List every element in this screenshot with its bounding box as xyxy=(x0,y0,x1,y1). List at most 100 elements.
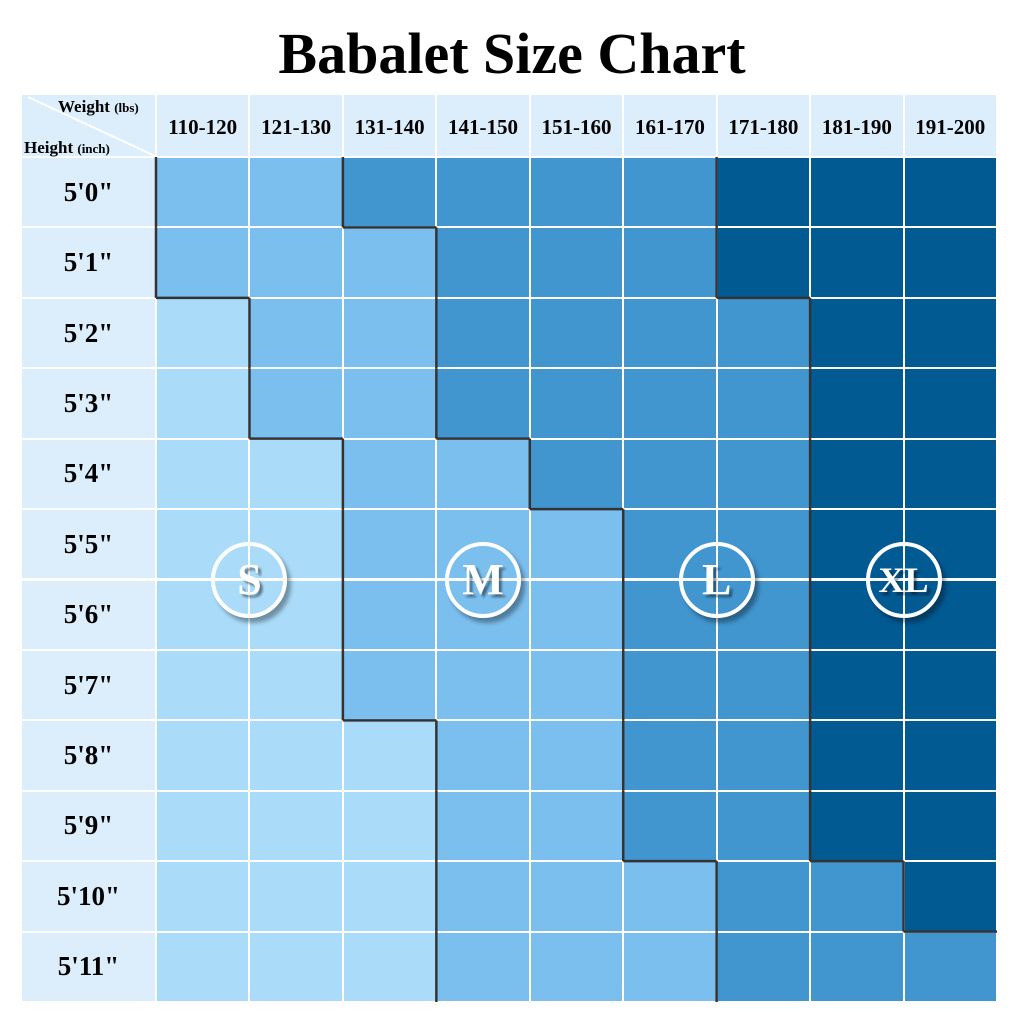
cell-m xyxy=(250,228,342,297)
cell-m xyxy=(530,580,623,649)
size-label-l: L xyxy=(678,541,755,618)
cell-m xyxy=(343,510,436,579)
weight-unit: (lbs) xyxy=(114,100,139,115)
cell-l xyxy=(343,158,436,227)
cell-s xyxy=(157,369,249,438)
row-header: 5'7" xyxy=(22,650,155,720)
cell-xl xyxy=(904,862,996,931)
cell-l xyxy=(624,158,716,227)
cell-m xyxy=(437,791,529,861)
cell-xl xyxy=(904,369,996,438)
column-header: 110-120 xyxy=(157,95,249,156)
cell-s xyxy=(157,650,249,720)
cell-m xyxy=(530,932,623,1001)
row-header: 5'1" xyxy=(22,228,155,297)
cell-l xyxy=(717,932,810,1001)
cell-l xyxy=(717,862,810,931)
row-header: 5'6" xyxy=(22,580,155,649)
cell-m xyxy=(250,298,342,368)
cell-s xyxy=(250,721,342,790)
cell-s xyxy=(250,862,342,931)
column-header: 181-190 xyxy=(811,95,903,156)
cell-xl xyxy=(811,721,903,790)
cell-s xyxy=(343,721,436,790)
cell-l xyxy=(530,369,623,438)
column-header: 171-180 xyxy=(717,95,810,156)
cell-s xyxy=(157,721,249,790)
cell-l xyxy=(624,721,716,790)
cell-s xyxy=(157,862,249,931)
cell-l xyxy=(904,932,996,1001)
cell-l xyxy=(530,298,623,368)
column-header: 191-200 xyxy=(904,95,996,156)
height-unit: (inch) xyxy=(77,141,110,156)
row-header: 5'3" xyxy=(22,369,155,438)
cell-l xyxy=(717,721,810,790)
cell-s xyxy=(250,439,342,509)
cell-xl xyxy=(811,298,903,368)
column-header: 151-160 xyxy=(530,95,623,156)
cell-l xyxy=(717,369,810,438)
cell-m xyxy=(530,510,623,579)
cell-xl xyxy=(904,650,996,720)
cell-l xyxy=(624,228,716,297)
cell-m xyxy=(530,862,623,931)
cell-s xyxy=(157,932,249,1001)
cell-l xyxy=(717,791,810,861)
cell-l xyxy=(624,298,716,368)
size-label-s: S xyxy=(211,541,288,618)
cell-xl xyxy=(904,228,996,297)
row-header: 5'5" xyxy=(22,510,155,579)
cell-m xyxy=(437,862,529,931)
cell-m xyxy=(437,721,529,790)
cell-l xyxy=(624,791,716,861)
cell-xl xyxy=(717,158,810,227)
row-header: 5'4" xyxy=(22,439,155,509)
corner-weight-label: Weight (lbs) xyxy=(58,97,139,117)
cell-s xyxy=(343,791,436,861)
cell-l xyxy=(811,932,903,1001)
cell-xl xyxy=(904,791,996,861)
cell-m xyxy=(343,650,436,720)
cell-l xyxy=(437,228,529,297)
cell-m xyxy=(157,228,249,297)
cell-l xyxy=(624,650,716,720)
cell-m xyxy=(437,439,529,509)
cell-m xyxy=(437,650,529,720)
row-header: 5'2" xyxy=(22,298,155,368)
cell-l xyxy=(717,650,810,720)
cell-xl xyxy=(811,439,903,509)
cell-m xyxy=(530,791,623,861)
cell-s xyxy=(343,862,436,931)
cell-xl xyxy=(904,298,996,368)
cell-s xyxy=(157,298,249,368)
cell-m xyxy=(157,158,249,227)
cell-m xyxy=(250,369,342,438)
cell-xl xyxy=(811,228,903,297)
cell-l xyxy=(437,298,529,368)
cell-xl xyxy=(811,791,903,861)
cell-s xyxy=(343,932,436,1001)
cell-l xyxy=(437,158,529,227)
cell-l xyxy=(437,369,529,438)
cell-s xyxy=(157,791,249,861)
cell-m xyxy=(343,369,436,438)
cell-xl xyxy=(904,439,996,509)
cell-l xyxy=(624,369,716,438)
cell-xl xyxy=(904,721,996,790)
column-header: 141-150 xyxy=(437,95,529,156)
cell-xl xyxy=(811,650,903,720)
cell-m xyxy=(343,439,436,509)
chart-title: Babalet Size Chart xyxy=(278,21,746,86)
height-label: Height xyxy=(24,138,74,157)
size-label-xl: XL xyxy=(865,541,942,618)
cell-m xyxy=(343,580,436,649)
cell-xl xyxy=(811,369,903,438)
size-label-m: M xyxy=(445,541,522,618)
cell-l xyxy=(530,439,623,509)
cell-l xyxy=(530,228,623,297)
cell-s xyxy=(250,932,342,1001)
cell-s xyxy=(250,650,342,720)
cell-m xyxy=(343,228,436,297)
